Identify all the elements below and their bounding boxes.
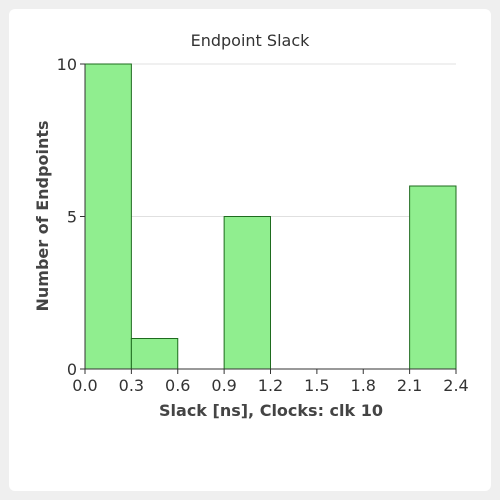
x-tick-label-1: 0.3: [119, 376, 144, 395]
bar-0: [84, 63, 132, 370]
x-tick-label-8: 2.4: [443, 376, 468, 395]
x-tick-label-4: 1.2: [258, 376, 283, 395]
x-axis-label: Slack [ns], Clocks: clk 10: [159, 401, 383, 420]
bar-1: [130, 338, 179, 370]
y-tick-label-2: 10: [57, 55, 77, 74]
y-tick-labels: 0 5 10: [57, 55, 85, 379]
x-tick-label-0: 0.0: [72, 376, 97, 395]
bar-3: [223, 216, 271, 370]
bars: [84, 63, 457, 370]
chart-title: Endpoint Slack: [191, 31, 311, 50]
x-tick-labels: 0.0 0.3 0.6 0.9 1.2 1.5 1.8 2.1 2.4: [72, 369, 469, 395]
x-tick-label-7: 2.1: [397, 376, 422, 395]
y-tick-label-0: 0: [67, 360, 77, 379]
y-tick-label-1: 5: [67, 208, 77, 227]
grid-lines: [85, 63, 456, 217]
x-tick-label-5: 1.5: [304, 376, 329, 395]
y-axis-label: Number of Endpoints: [33, 120, 52, 311]
x-tick-label-6: 1.8: [351, 376, 376, 395]
x-tick-label-3: 0.9: [211, 376, 236, 395]
x-tick-label-2: 0.6: [165, 376, 190, 395]
bar-7: [409, 185, 457, 370]
